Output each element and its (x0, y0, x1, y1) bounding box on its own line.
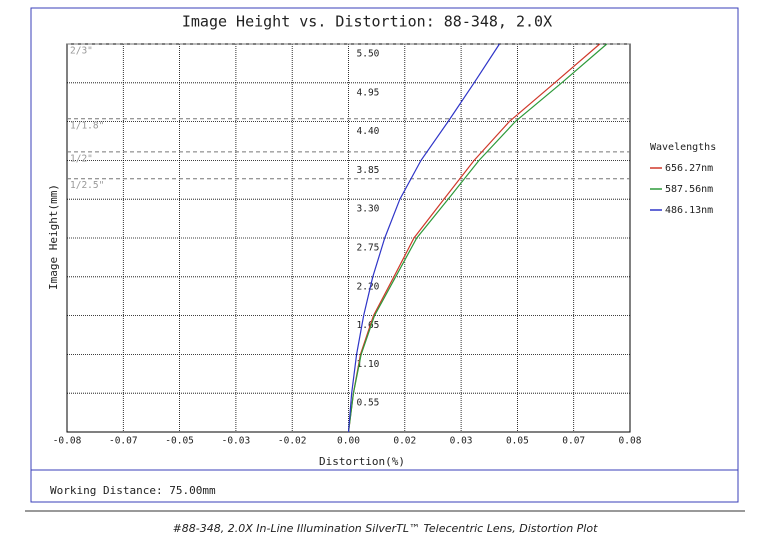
footer: Working Distance: 75.00mm (50, 484, 216, 497)
series-line (347, 43, 601, 433)
frame (30, 7, 739, 503)
x-tick-label: -0.05 (165, 436, 194, 447)
x-tick-label: -0.07 (109, 436, 138, 447)
x-tick-label: -0.03 (222, 436, 251, 447)
y-axis-label: Image Height(mm) (47, 184, 60, 290)
chart-title: Image Height vs. Distortion: 88-348, 2.0… (182, 13, 552, 31)
legend-label: 486.13nm (665, 205, 713, 216)
sensor-format-label: 1/1.8" (70, 120, 104, 131)
sensor-format-label: 1/2" (70, 153, 93, 164)
x-tick-label: -0.08 (53, 436, 82, 447)
x-tick-label: 0.08 (619, 436, 642, 447)
x-tick-label: 0.00 (337, 436, 360, 447)
y-tick-label: 2.75 (357, 243, 380, 254)
series-line (347, 43, 608, 433)
legend-label: 587.56nm (665, 184, 713, 195)
sensor-format-label: 1/2.5" (70, 180, 104, 191)
x-tick-label: 0.03 (450, 436, 473, 447)
y-tick-label: 4.40 (357, 126, 380, 137)
series-line (347, 43, 500, 433)
legend-label: 656.27nm (665, 163, 713, 174)
x-tick-label: 0.02 (393, 436, 416, 447)
x-tick-label: 0.07 (562, 436, 585, 447)
sensor-format-label: 2/3" (70, 46, 93, 57)
y-tick-label: 4.95 (357, 87, 380, 98)
y-tick-label: 2.20 (357, 281, 380, 292)
y-tick-label: 1.65 (357, 320, 380, 331)
y-tick-label: 3.85 (357, 165, 380, 176)
legend-title: Wavelengths (650, 142, 716, 153)
y-tick-label: 0.55 (357, 398, 380, 409)
y-tick-label: 5.50 (357, 49, 380, 60)
x-tick-label: -0.02 (278, 436, 307, 447)
y-tick-label: 1.10 (357, 359, 380, 370)
x-tick-label: 0.05 (506, 436, 529, 447)
caption: #88-348, 2.0X In-Line Illumination Silve… (173, 522, 598, 535)
y-tick-label: 3.30 (357, 204, 380, 215)
x-axis-label: Distortion(%) (319, 455, 405, 468)
